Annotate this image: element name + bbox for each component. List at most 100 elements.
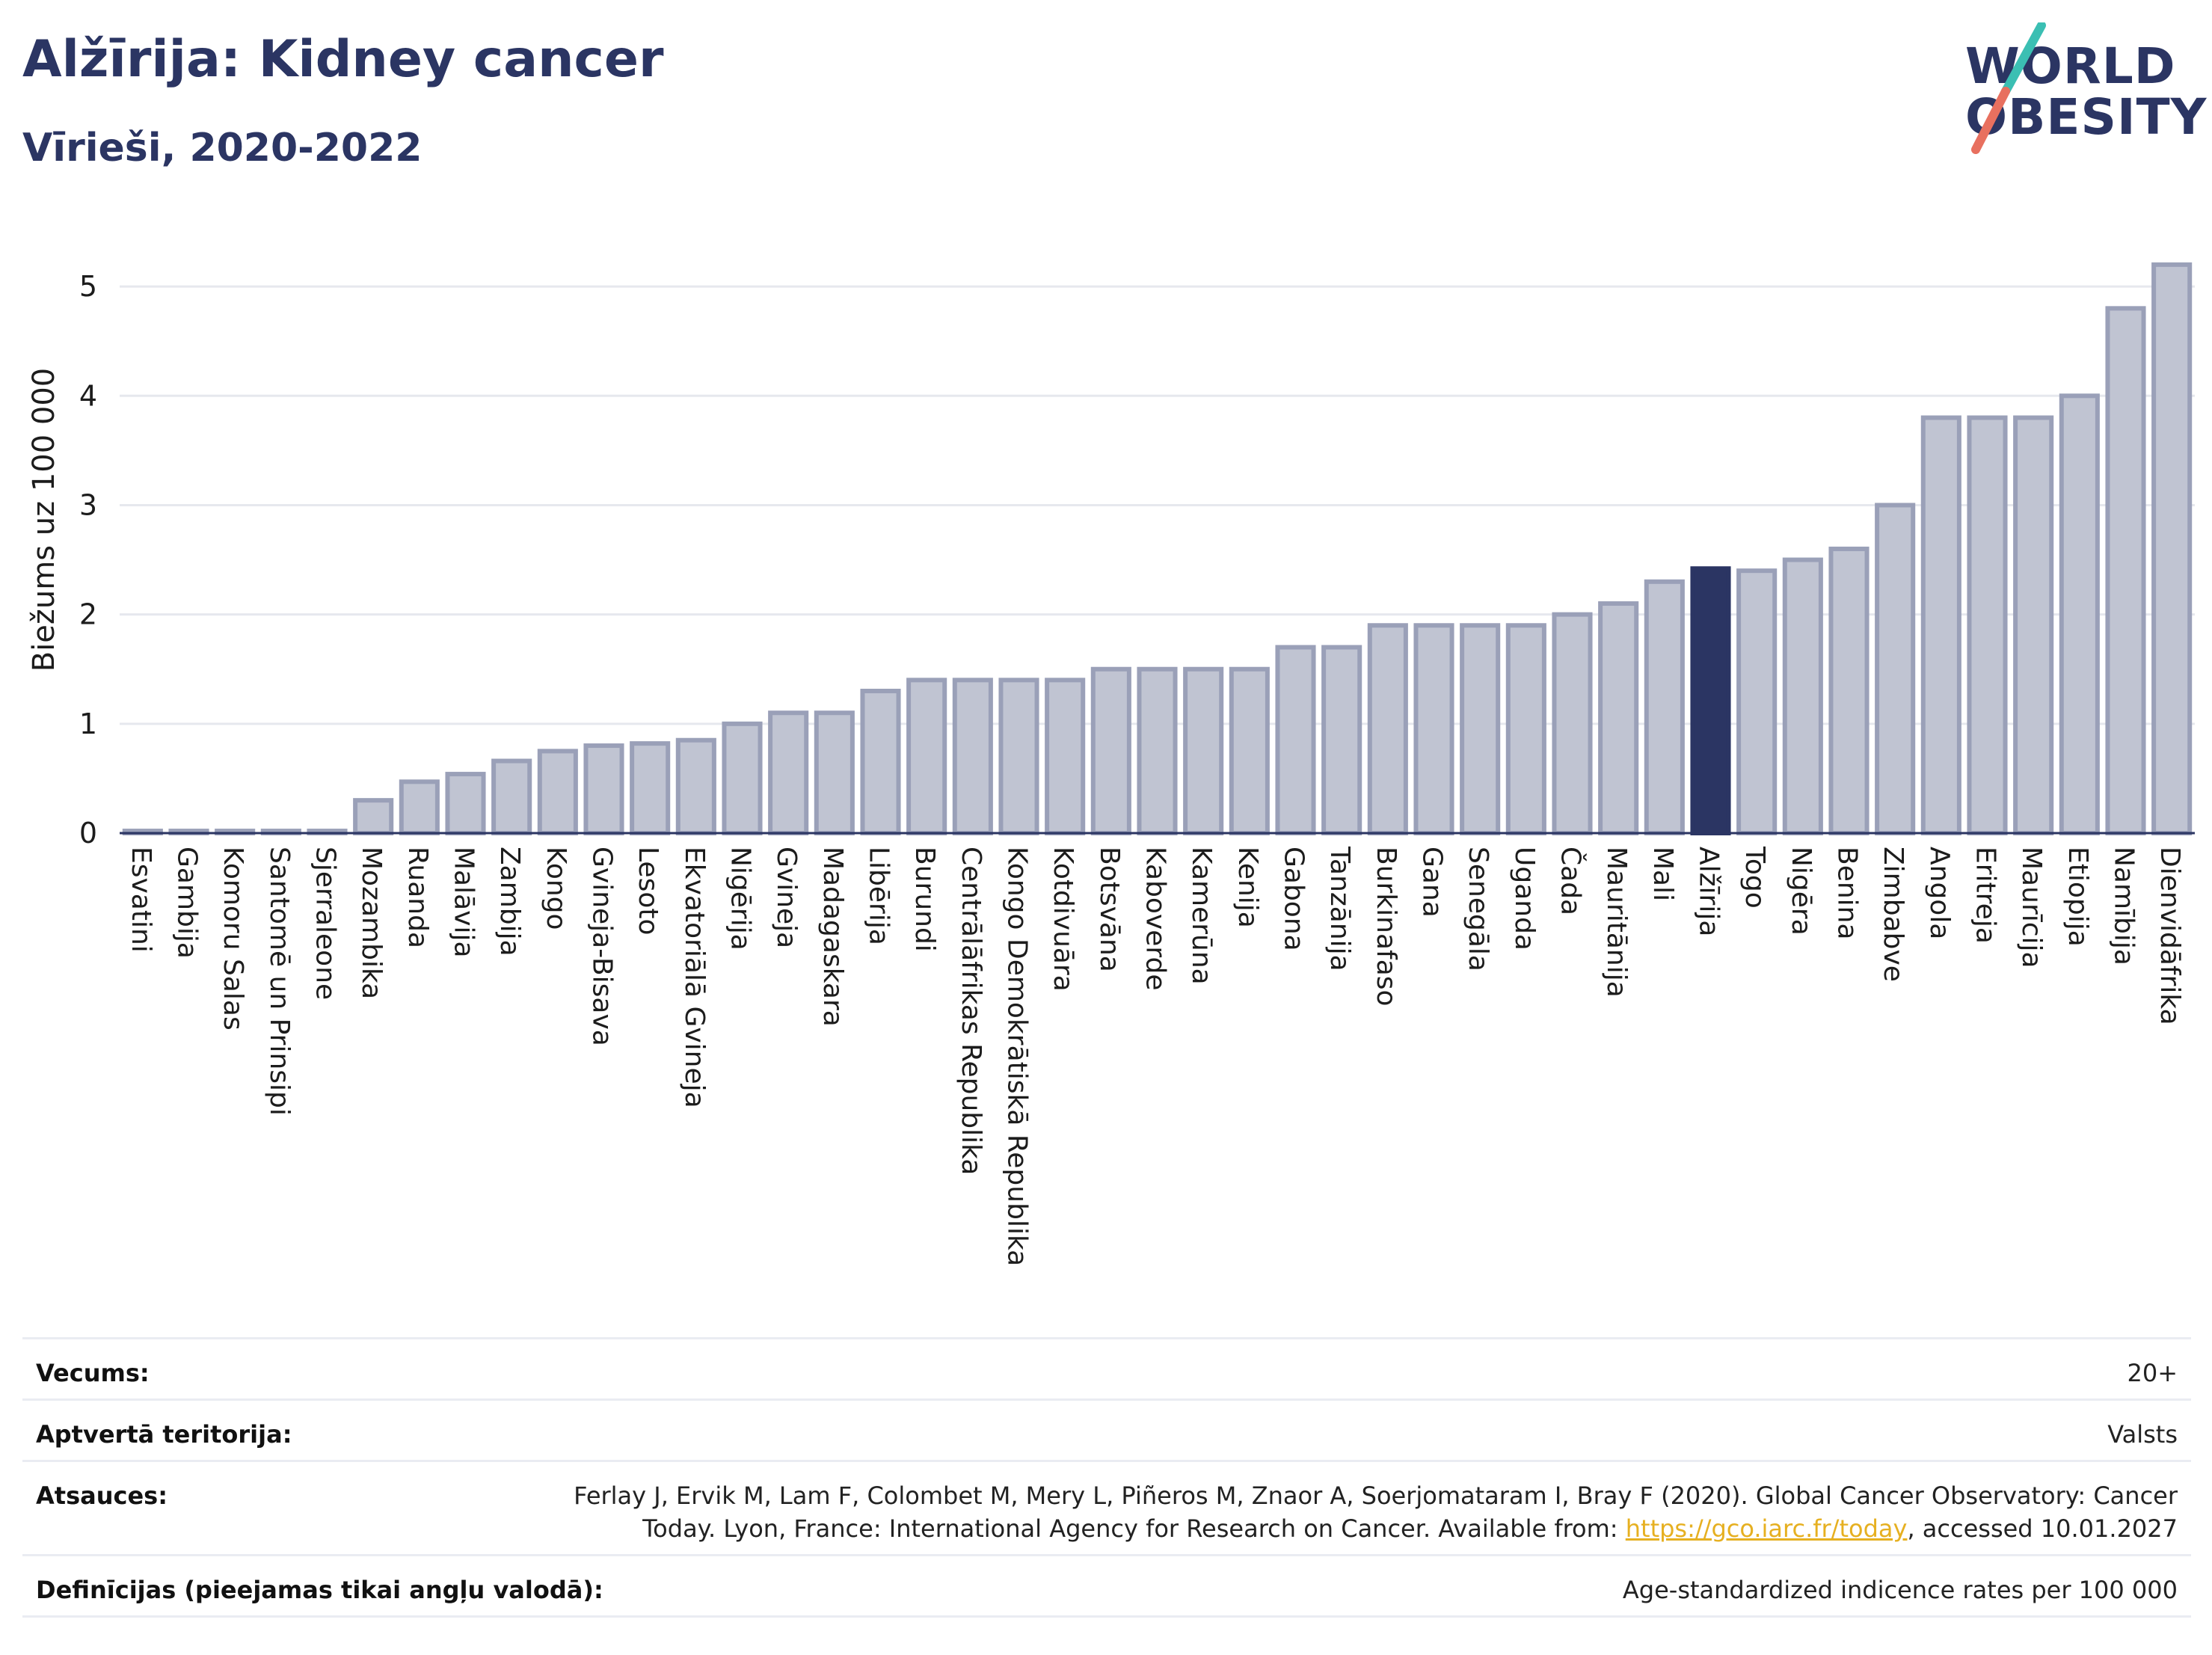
bar — [1828, 546, 1870, 835]
x-tick-label: Kongo — [541, 847, 571, 930]
y-tick-label: 4 — [79, 379, 97, 412]
sources-line-2-text: Today. Lyon, France: International Agenc… — [642, 1514, 1626, 1543]
bar-highlighted — [1690, 566, 1731, 835]
x-tick-label: Komoru Salas — [218, 847, 248, 1031]
info-table-bottom-border — [22, 1615, 2191, 1618]
bar — [1782, 557, 1823, 835]
x-tick-label: Madagaskara — [817, 847, 848, 1027]
y-tick-label: 1 — [79, 707, 97, 740]
bar — [583, 743, 624, 836]
world-obesity-logo: WORLD OBESITY — [1952, 22, 2206, 157]
x-tick-label: Mauritānija — [1601, 847, 1632, 998]
chart-bars — [122, 262, 2193, 836]
bar — [1367, 623, 1408, 835]
x-tick-label: Togo — [1739, 846, 1770, 909]
y-tick-label: 5 — [79, 270, 97, 303]
bar — [998, 678, 1039, 835]
page-title: Alžīrija: Kidney cancer — [22, 30, 664, 89]
x-tick-label: Etiopija — [2062, 847, 2093, 947]
bar — [399, 779, 440, 836]
x-tick-label: Namībija — [2109, 847, 2139, 965]
bar — [675, 737, 716, 836]
bar — [1275, 645, 1316, 835]
bar — [1875, 503, 1916, 835]
x-tick-label: Ruanda — [402, 847, 433, 948]
x-tick-label: Sjerraleone — [310, 847, 341, 1000]
bar — [1736, 568, 1778, 835]
logo-line-1: WORLD — [1965, 37, 2176, 95]
x-tick-label: Libērija — [864, 847, 894, 945]
sources-label: Atsauces: — [36, 1481, 168, 1510]
bar — [860, 688, 901, 835]
info-row-territory: Aptvertā teritorija: Valsts — [22, 1398, 2191, 1462]
info-row-definitions: Definīcijas (pieejamas tikai angļu valod… — [22, 1554, 2191, 1618]
x-tick-label: Centrālāfrikas Republika — [956, 847, 986, 1175]
x-tick-label: Tanzānija — [1324, 846, 1355, 971]
territory-value: Valsts — [2107, 1420, 2178, 1449]
x-tick-label: Zimbabve — [1878, 847, 1908, 982]
x-tick-label: Gana — [1417, 847, 1448, 918]
page-subtitle: Vīrieši, 2020-2022 — [22, 126, 423, 171]
bar — [814, 710, 855, 836]
definitions-label: Definīcijas (pieejamas tikai angļu valod… — [36, 1576, 603, 1604]
x-tick-label: Lesoto — [633, 847, 663, 936]
x-tick-label: Gambija — [172, 847, 203, 959]
x-tick-label: Burkinafaso — [1371, 847, 1401, 1007]
definitions-value: Age-standardized indicence rates per 100… — [1622, 1576, 2178, 1604]
x-tick-label: Gvineja — [771, 847, 802, 948]
bar — [1045, 678, 1086, 835]
x-tick-label: Maurīcija — [2016, 847, 2047, 968]
bar — [1552, 612, 1593, 835]
bar — [1183, 666, 1224, 836]
x-tick-label: Burundi — [909, 847, 940, 952]
y-tick-label: 2 — [79, 598, 97, 631]
x-tick-label: Mozambika — [356, 847, 387, 999]
x-tick-label: Malāvija — [449, 847, 479, 958]
info-row-age: Vecums: 20+ — [22, 1337, 2191, 1401]
bar — [1413, 623, 1454, 835]
sources-link[interactable]: https://gco.iarc.fr/today — [1625, 1514, 1908, 1543]
bar — [2151, 262, 2193, 835]
bar — [1090, 666, 1131, 836]
x-tick-label: Gabona — [1279, 847, 1309, 951]
x-tick-label: Kamerūna — [1186, 847, 1217, 985]
x-tick-label: Senegāla — [1463, 847, 1493, 971]
bar — [491, 758, 532, 836]
bar — [1460, 623, 1501, 835]
y-tick-label: 0 — [79, 817, 97, 850]
info-row-sources: Atsauces: Ferlay J, Ervik M, Lam F, Colo… — [22, 1460, 2191, 1556]
bar — [445, 772, 486, 836]
x-tick-label: Botsvāna — [1094, 847, 1125, 972]
x-tick-label: Nigēra — [1786, 847, 1816, 936]
x-tick-label: Alžīrija — [1694, 847, 1724, 936]
x-tick-label: Čada — [1555, 847, 1587, 915]
bar — [2013, 415, 2054, 835]
bar — [1644, 579, 1685, 835]
logo-slash-icon — [1971, 22, 2046, 154]
bar — [906, 678, 947, 835]
bar — [1920, 415, 1961, 835]
x-tick-label: Angola — [1924, 847, 1955, 939]
x-tick-label: Kotdivuāra — [1048, 847, 1078, 992]
x-tick-label: Zambija — [494, 847, 525, 957]
x-axis-ticks: Esvatini Gambija Komoru Salas Santomē un Pr… — [126, 846, 2185, 1266]
bar — [630, 741, 671, 836]
age-label: Vecums: — [36, 1359, 150, 1387]
x-tick-label: Nigērija — [725, 847, 756, 951]
bar — [1137, 666, 1178, 836]
x-tick-label: Gvineja-Bisava — [587, 847, 618, 1046]
x-tick-label: Santomē un Prinsipi — [264, 847, 295, 1116]
x-tick-label: Uganda — [1509, 847, 1540, 951]
y-axis-label: Biežums uz 100 000 — [27, 368, 61, 672]
sources-line-2-suffix: , accessed 10.01.2027 — [1907, 1514, 2178, 1543]
bar — [2059, 393, 2100, 836]
x-tick-label: Benina — [1832, 847, 1863, 940]
age-value: 20+ — [2127, 1359, 2178, 1387]
y-tick-label: 3 — [79, 488, 97, 521]
bar — [1505, 623, 1546, 835]
x-tick-label: Dienvidāfrika — [2154, 847, 2185, 1025]
sources-line-1: Ferlay J, Ervik M, Lam F, Colombet M, Me… — [574, 1481, 2178, 1510]
bar — [1321, 645, 1362, 835]
x-tick-label: Kenija — [1232, 847, 1263, 928]
bar — [1229, 666, 1270, 836]
